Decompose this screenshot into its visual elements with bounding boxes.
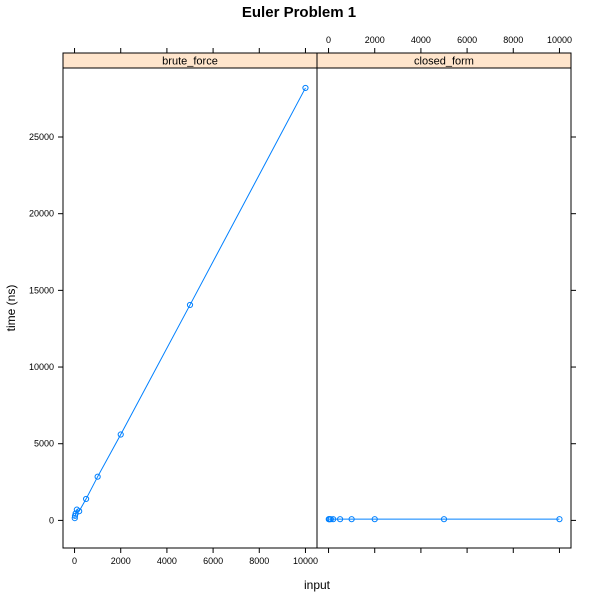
data-point-closed_form (327, 516, 334, 523)
x-tick-label-closed_form: 6000 (457, 35, 477, 45)
x-tick-label-brute_force: 8000 (249, 556, 269, 566)
x-tick-label-closed_form: 10000 (547, 35, 572, 45)
x-tick-label-brute_force: 0 (72, 556, 77, 566)
data-point-closed_form (556, 516, 563, 523)
data-point-brute_force (76, 508, 83, 515)
x-tick-label-closed_form: 8000 (503, 35, 523, 45)
panel-closed_form: closed_form 0 2000 4000 6000 8000 10000 (316, 35, 576, 553)
panels: brute_force 0 2000 4000 6000 8000 10000 0 5000 10… (29, 35, 576, 566)
x-tick-label-brute_force: 10000 (293, 556, 318, 566)
x-axis-label: input (304, 578, 331, 592)
x-tick-label-closed_form: 2000 (365, 35, 385, 45)
data-point-closed_form (371, 516, 378, 523)
y-tick-label: 25000 (29, 132, 54, 142)
data-point-brute_force (94, 473, 101, 480)
y-tick-label: 15000 (29, 285, 54, 295)
data-point-closed_form (440, 516, 448, 523)
y-axis-label: time (ns) (4, 285, 18, 332)
strip-label-brute_force: brute_force (162, 56, 218, 68)
data-point-brute_force (186, 301, 194, 309)
data-point-brute_force (117, 431, 124, 438)
data-point-brute_force (82, 495, 90, 503)
panel-frame-closed_form (316, 67, 572, 549)
data-point-closed_form (336, 516, 344, 523)
data-point-closed_form (348, 516, 355, 523)
y-tick-label: 10000 (29, 362, 54, 372)
x-tick-label-closed_form: 0 (326, 35, 331, 45)
x-tick-label-closed_form: 4000 (411, 35, 431, 45)
panel-brute_force: brute_force 0 2000 4000 6000 8000 10000 0 5000 10… (29, 48, 318, 566)
y-tick-label: 20000 (29, 209, 54, 219)
strip-label-closed_form: closed_form (414, 56, 474, 68)
x-tick-label-brute_force: 6000 (203, 556, 223, 566)
x-tick-label-brute_force: 4000 (157, 556, 177, 566)
series-line-brute_force (74, 87, 306, 519)
data-point-closed_form (330, 516, 337, 523)
y-tick-label: 0 (49, 515, 54, 525)
y-tick-label: 5000 (34, 439, 54, 449)
chart-title: Euler Problem 1 (242, 4, 356, 21)
x-tick-label-brute_force: 2000 (111, 556, 131, 566)
data-point-brute_force (302, 84, 309, 92)
